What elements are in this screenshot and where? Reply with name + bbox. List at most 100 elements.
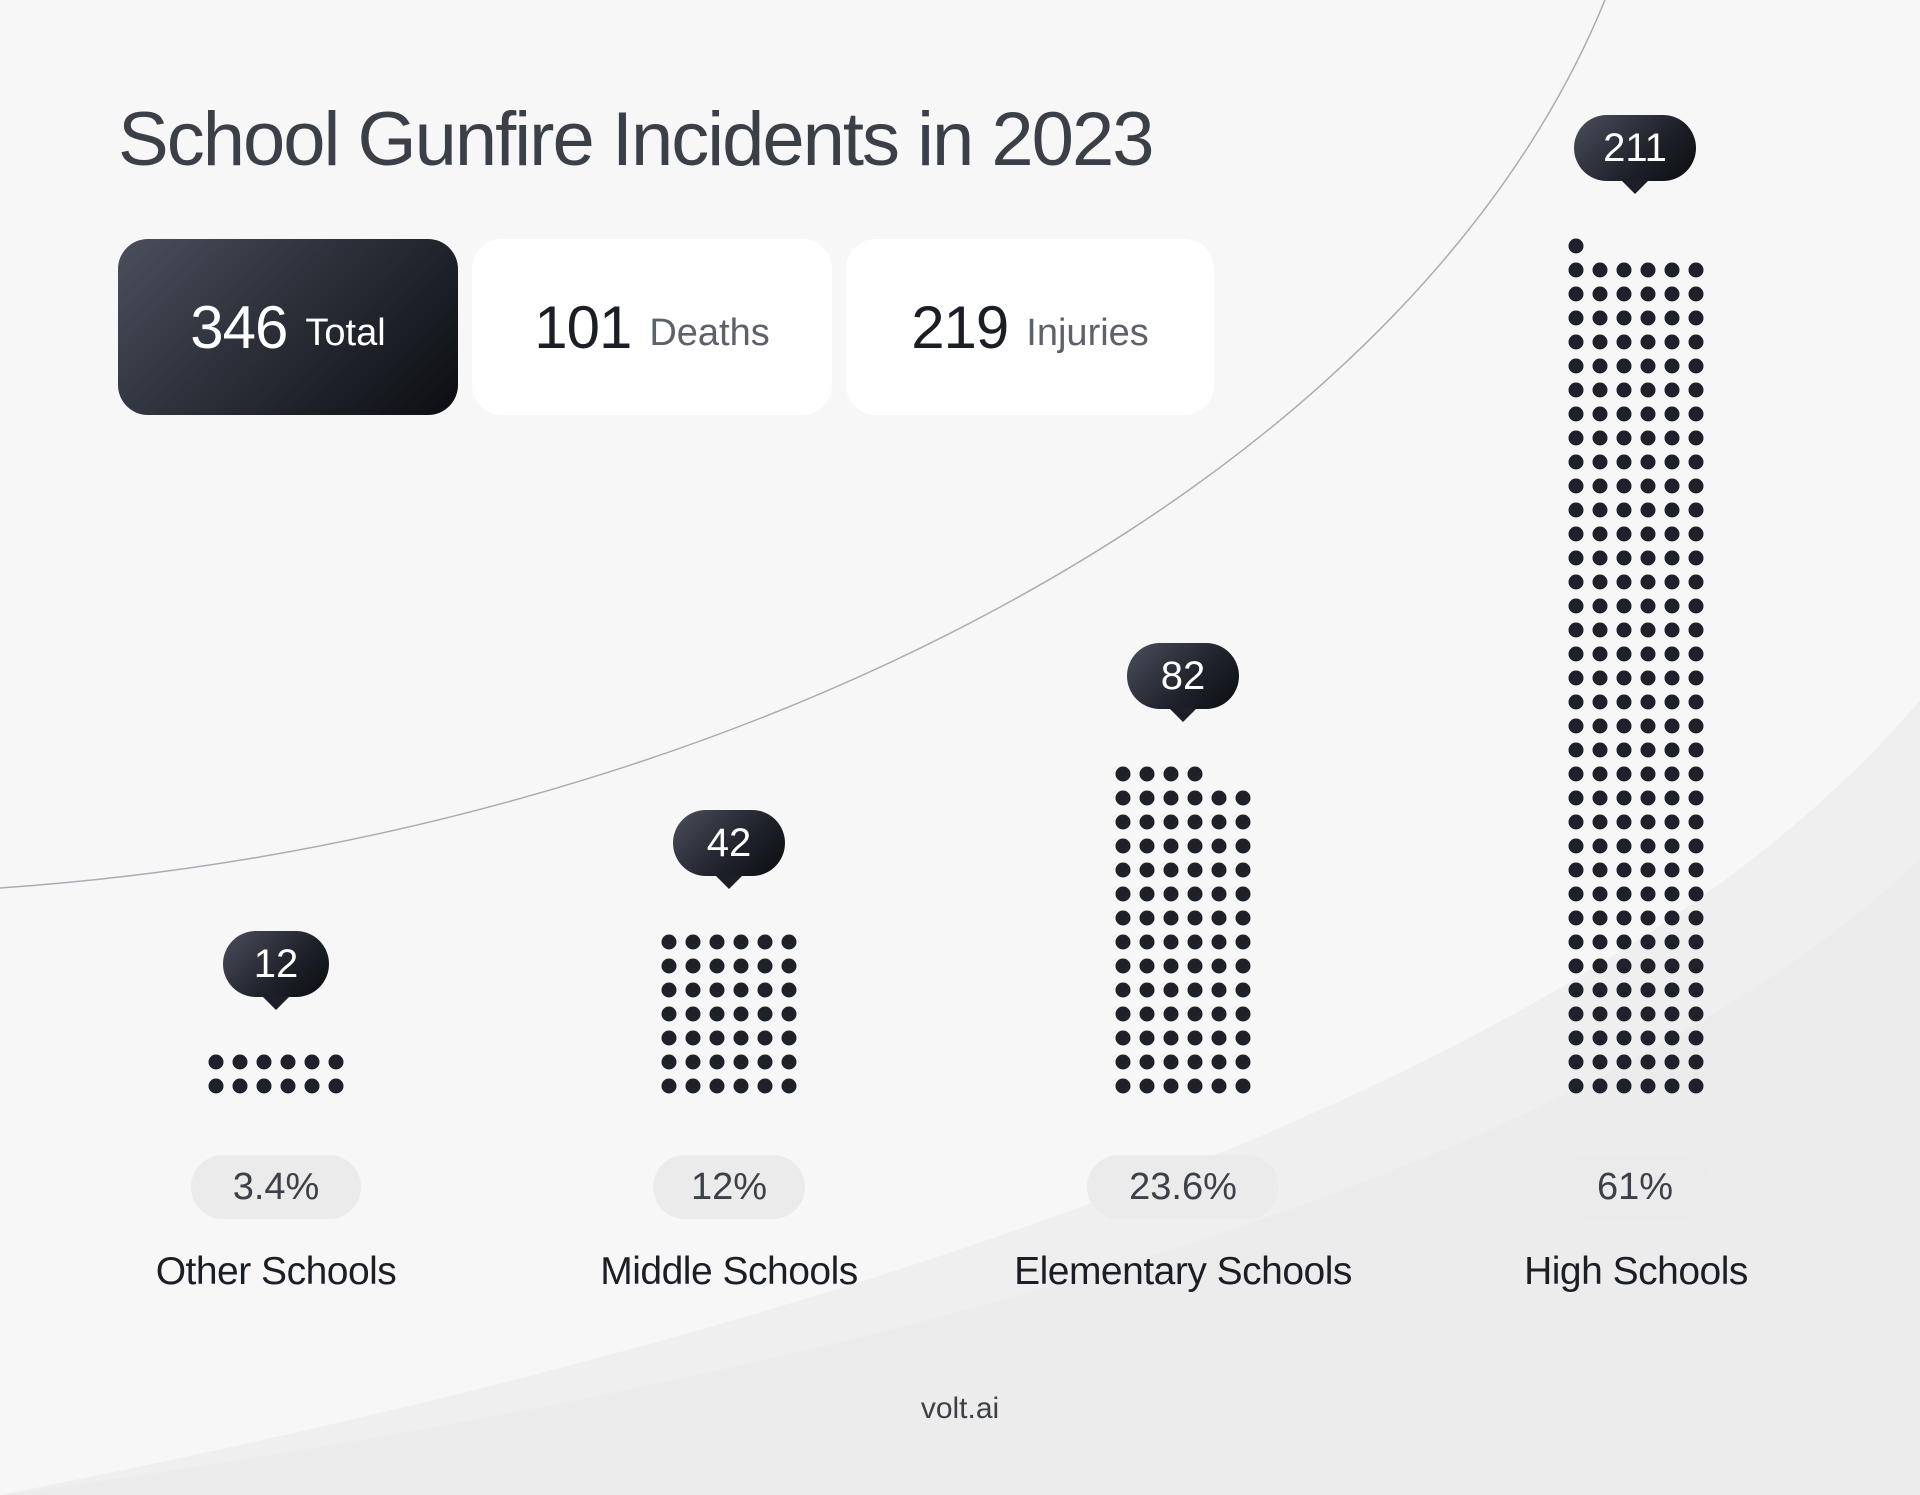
dot-elementary-22	[1187, 1006, 1203, 1022]
dot-elementary-26	[1139, 982, 1155, 998]
dot-high-180	[1688, 382, 1704, 398]
dot-high-149	[1664, 502, 1680, 518]
dot-high-4	[1640, 1078, 1656, 1094]
dot-other-10	[280, 1054, 296, 1070]
dot-high-96	[1688, 718, 1704, 734]
dot-middle-41	[757, 934, 773, 950]
dot-high-176	[1592, 382, 1608, 398]
dot-high-133	[1568, 550, 1584, 566]
dot-high-58	[1640, 862, 1656, 878]
dot-high-102	[1688, 694, 1704, 710]
dot-middle-8	[685, 1054, 701, 1070]
dot-high-187	[1568, 334, 1584, 350]
dot-high-152	[1592, 478, 1608, 494]
dot-high-16	[1640, 1030, 1656, 1046]
dot-other-6	[328, 1078, 344, 1094]
dot-high-177	[1616, 382, 1632, 398]
dot-column-high	[1568, 238, 1704, 1094]
dot-high-181	[1568, 358, 1584, 374]
dot-column-other	[208, 1054, 344, 1094]
dot-high-135	[1616, 550, 1632, 566]
dot-high-173	[1664, 406, 1680, 422]
dot-high-74	[1592, 790, 1608, 806]
dot-high-140	[1592, 526, 1608, 542]
dot-elementary-27	[1163, 982, 1179, 998]
dot-high-72	[1688, 814, 1704, 830]
dot-high-52	[1640, 886, 1656, 902]
dot-high-40	[1640, 934, 1656, 950]
dot-high-70	[1640, 814, 1656, 830]
dot-elementary-78	[1235, 790, 1251, 806]
dot-middle-21	[709, 1006, 725, 1022]
dot-high-93	[1616, 718, 1632, 734]
dot-elementary-72	[1235, 814, 1251, 830]
dot-high-136	[1640, 550, 1656, 566]
value-bubble-middle: 42	[673, 810, 785, 889]
dot-elementary-64	[1187, 838, 1203, 854]
dot-middle-28	[733, 982, 749, 998]
dot-elementary-75	[1163, 790, 1179, 806]
dot-high-103	[1568, 670, 1584, 686]
dot-high-64	[1640, 838, 1656, 854]
dot-other-11	[304, 1054, 320, 1070]
percent-pill-high: 61%	[1558, 1155, 1712, 1219]
dot-elementary-33	[1163, 958, 1179, 974]
dot-high-208	[1640, 262, 1656, 278]
dot-elementary-45	[1163, 910, 1179, 926]
dot-middle-6	[781, 1078, 797, 1094]
dot-elementary-19	[1115, 1006, 1131, 1022]
dot-high-150	[1688, 502, 1704, 518]
dot-elementary-49	[1115, 886, 1131, 902]
dot-other-9	[256, 1054, 272, 1070]
dot-high-97	[1568, 694, 1584, 710]
dot-elementary-17	[1211, 1030, 1227, 1046]
dot-elementary-76	[1187, 790, 1203, 806]
dot-middle-14	[685, 1030, 701, 1046]
dot-high-145	[1568, 502, 1584, 518]
dot-elementary-80	[1139, 766, 1155, 782]
dot-high-60	[1688, 862, 1704, 878]
dot-middle-42	[781, 934, 797, 950]
dot-elementary-44	[1139, 910, 1155, 926]
dot-column-elementary	[1115, 766, 1251, 1094]
dot-middle-11	[757, 1054, 773, 1070]
dot-elementary-2	[1139, 1078, 1155, 1094]
dot-elementary-54	[1235, 886, 1251, 902]
dot-high-189	[1616, 334, 1632, 350]
dot-high-12	[1688, 1054, 1704, 1070]
dot-high-163	[1568, 430, 1584, 446]
dot-high-50	[1592, 886, 1608, 902]
dot-elementary-12	[1235, 1054, 1251, 1070]
dot-middle-40	[733, 934, 749, 950]
dot-elementary-66	[1235, 838, 1251, 854]
dot-high-167	[1664, 430, 1680, 446]
dot-high-55	[1568, 862, 1584, 878]
dot-high-147	[1616, 502, 1632, 518]
dot-elementary-6	[1235, 1078, 1251, 1094]
dot-elementary-15	[1163, 1030, 1179, 1046]
dot-high-139	[1568, 526, 1584, 542]
dot-high-120	[1688, 622, 1704, 638]
dot-elementary-58	[1187, 862, 1203, 878]
dot-high-28	[1640, 982, 1656, 998]
dot-high-157	[1568, 454, 1584, 470]
dot-high-81	[1616, 766, 1632, 782]
dot-elementary-43	[1115, 910, 1131, 926]
value-bubble-high: 211	[1574, 115, 1696, 194]
dot-high-14	[1592, 1030, 1608, 1046]
dot-elementary-9	[1163, 1054, 1179, 1070]
dot-high-123	[1616, 598, 1632, 614]
dot-high-94	[1640, 718, 1656, 734]
dot-elementary-79	[1115, 766, 1131, 782]
dot-high-117	[1616, 622, 1632, 638]
dot-elementary-25	[1115, 982, 1131, 998]
dot-high-37	[1568, 934, 1584, 950]
dot-elementary-28	[1187, 982, 1203, 998]
dot-high-57	[1616, 862, 1632, 878]
dot-high-76	[1640, 790, 1656, 806]
dot-elementary-31	[1115, 958, 1131, 974]
dot-high-126	[1688, 598, 1704, 614]
dot-high-3	[1616, 1078, 1632, 1094]
dot-high-122	[1592, 598, 1608, 614]
dot-high-29	[1664, 982, 1680, 998]
